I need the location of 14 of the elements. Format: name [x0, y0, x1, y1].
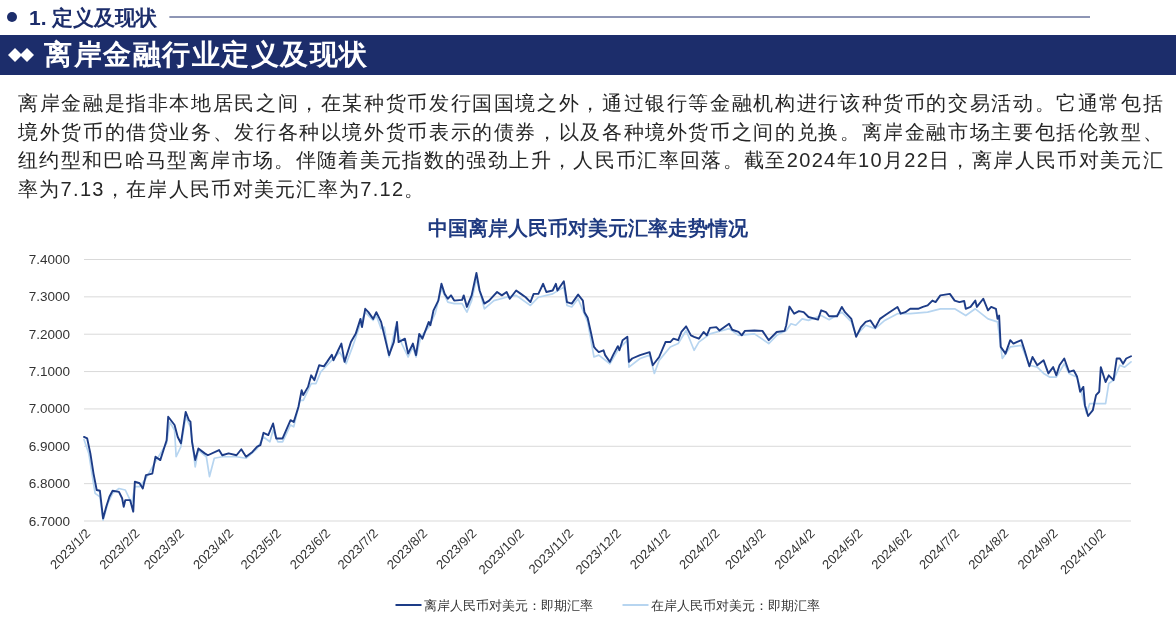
section-heading: 1. 定义及现状	[29, 5, 158, 29]
banner-title: 离岸金融行业定义及现状	[44, 38, 369, 72]
legend-label: 在岸人民币对美元：即期汇率	[650, 597, 820, 613]
ytick: 7.1000	[28, 364, 70, 380]
ytick: 7.2000	[28, 326, 70, 342]
ytick: 6.7000	[28, 513, 70, 529]
title: 中国离岸人民币对美元汇率走势情况	[428, 217, 748, 239]
ytick: 6.8000	[28, 476, 70, 492]
ytick: 7.0000	[28, 401, 70, 417]
ytick: 7.4000	[28, 252, 70, 267]
paragraph: 离岸金融是指非本地居民之间，在某种货币发行国国境之外，通过银行等金融机构进行该种货币的交易活动。它通常包括境外货币的借贷业务、发行各种以境外货币表示的债券，以及各种境外货币之间的兑换。离岸金融市场主要包括伦敦型、纽约型和巴哈马型离岸市场。伴随着美元指数的强劲上升，人民币汇率回落。截至2024年10月22日，离岸人民币对美元汇率为7.13，在岸人民币对美元汇率为7.12。	[18, 91, 1164, 202]
legend-label: 离岸人民币对美元：即期汇率	[423, 597, 593, 613]
ytick: 6.9000	[28, 438, 70, 454]
ytick: 7.3000	[28, 289, 70, 305]
